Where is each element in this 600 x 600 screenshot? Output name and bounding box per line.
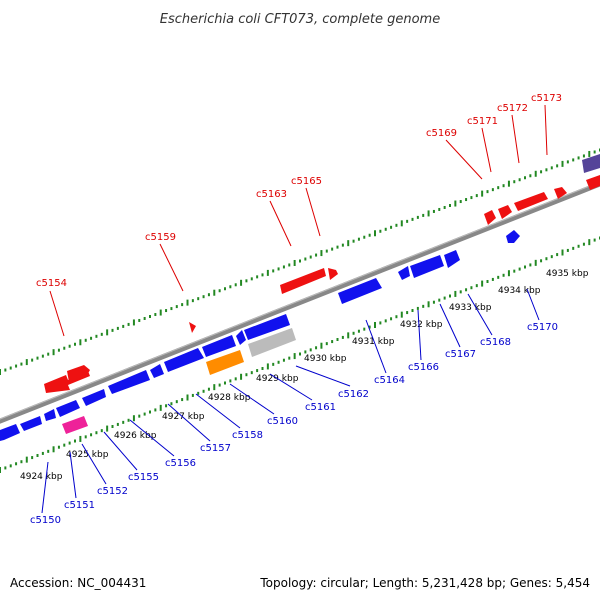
reverse-gene-label[interactable]: c5164 (374, 375, 405, 386)
forward-gene-label[interactable]: c5169 (426, 128, 457, 139)
scale-tick-label: 4928 kbp (208, 393, 251, 403)
gene-c5158[interactable] (150, 364, 164, 378)
forward-leader-line (544, 104, 548, 156)
inner-tick-ring (0, 236, 600, 473)
gene-c5165[interactable] (328, 268, 338, 280)
gene-c5152[interactable] (44, 409, 56, 421)
reverse-leader-line (439, 303, 461, 348)
reverse-leader-line (269, 373, 313, 401)
gene-c5155[interactable] (56, 400, 80, 417)
reverse-leader-line (103, 431, 138, 471)
forward-gene-label[interactable]: c5173 (531, 93, 562, 104)
forward-leader-line (305, 187, 321, 237)
reverse-gene-label[interactable]: c5162 (338, 389, 369, 400)
reverse-gene-label[interactable]: c5166 (408, 362, 439, 373)
gene-c5167[interactable] (410, 255, 444, 278)
reverse-leader-line (467, 293, 493, 336)
reverse-leader-line (129, 419, 175, 457)
gene-c5160[interactable] (164, 348, 204, 372)
accession-text: Accession: NC_004431 (10, 576, 146, 590)
genome-backbone (0, 181, 600, 424)
gene-c5162[interactable] (236, 330, 246, 345)
reverse-leader-line (365, 319, 387, 374)
forward-genes (44, 154, 600, 393)
reverse-leader-line (41, 461, 49, 514)
reverse-leader-line (526, 288, 540, 321)
gene-c5169[interactable] (484, 210, 496, 225)
reverse-gene-label[interactable]: c5151 (64, 500, 95, 511)
gene-c5163[interactable] (280, 268, 326, 294)
reverse-gene-label[interactable]: c5158 (232, 430, 263, 441)
reverse-leader-line (81, 443, 107, 485)
forward-leader-line (511, 114, 520, 164)
reverse-genes (0, 230, 520, 441)
reverse-leader-line (69, 451, 77, 499)
gene-c5161[interactable] (202, 335, 236, 357)
genome-info-text: Topology: circular; Length: 5,231,428 bp… (259, 576, 590, 590)
gene-c5166[interactable] (398, 266, 410, 280)
reverse-gene-label[interactable]: c5161 (305, 402, 336, 413)
reverse-gene-label[interactable]: c5156 (165, 458, 196, 469)
scale-tick-label: 4935 kbp (546, 269, 589, 279)
reverse-gene-label[interactable]: c5155 (128, 472, 159, 483)
reverse-gene-label[interactable]: c5152 (97, 486, 128, 497)
reverse-gene-label[interactable]: c5157 (200, 443, 231, 454)
forward-gene-label[interactable]: c5163 (256, 189, 287, 200)
forward-gene-label[interactable]: c5165 (291, 176, 322, 187)
reverse-leader-line (229, 383, 275, 415)
reverse-gene-label[interactable]: c5150 (30, 515, 61, 526)
scale-tick-label: 4932 kbp (400, 320, 443, 330)
reverse-leader-line (295, 365, 351, 387)
forward-gene-label[interactable]: c5172 (497, 103, 528, 114)
gene-orange[interactable] (206, 350, 244, 375)
forward-leader-line (269, 200, 292, 247)
reverse-leader-line (417, 309, 422, 361)
reverse-leader-line (195, 393, 241, 429)
gene-c5164[interactable] (338, 278, 382, 304)
map-title: Escherichia coli CFT073, complete genome (160, 12, 440, 27)
gene-c5168[interactable] (444, 250, 460, 268)
gene-c5159[interactable] (189, 322, 196, 333)
gene-gray[interactable] (248, 328, 296, 357)
forward-gene-label[interactable]: c5171 (467, 116, 498, 127)
scale-tick-label: 4934 kbp (498, 286, 541, 296)
genome-backbone-highlight (0, 181, 600, 420)
gene-pink[interactable] (62, 416, 88, 434)
gene-c5162-b[interactable] (244, 314, 290, 340)
outer-tick-ring (0, 148, 600, 375)
reverse-gene-label[interactable]: c5167 (445, 349, 476, 360)
forward-leader-line (445, 139, 483, 180)
gene-c5170[interactable] (506, 230, 520, 243)
gene-c5156[interactable] (82, 389, 106, 406)
reverse-gene-label[interactable]: c5168 (480, 337, 511, 348)
forward-leader-line (159, 243, 184, 292)
forward-leader-line (49, 290, 65, 337)
reverse-leader-line (167, 403, 211, 442)
reverse-gene-label[interactable]: c5170 (527, 322, 558, 333)
gene-c5173[interactable] (554, 187, 567, 199)
scale-tick-label: 4926 kbp (114, 431, 157, 441)
gene-edge-purple[interactable] (582, 154, 600, 173)
scale-tick-label: 4930 kbp (304, 354, 347, 364)
forward-gene-label[interactable]: c5159 (145, 232, 176, 243)
forward-gene-label[interactable]: c5154 (36, 278, 67, 289)
scale-tick-label: 4924 kbp (20, 472, 63, 482)
forward-leader-line (481, 127, 492, 173)
gene-c5150[interactable] (0, 424, 20, 441)
gene-c5154-b[interactable] (67, 365, 90, 382)
reverse-gene-label[interactable]: c5160 (267, 416, 298, 427)
scale-tick-label: 4933 kbp (449, 303, 492, 313)
gene-c5151[interactable] (20, 416, 42, 431)
gene-c5172[interactable] (514, 192, 548, 211)
gene-edge-red[interactable] (586, 175, 600, 190)
gene-c5157[interactable] (108, 370, 150, 394)
gene-c5171[interactable] (498, 205, 512, 219)
scale-tick-label: 4925 kbp (66, 450, 109, 460)
scale-tick-label: 4931 kbp (352, 337, 395, 347)
